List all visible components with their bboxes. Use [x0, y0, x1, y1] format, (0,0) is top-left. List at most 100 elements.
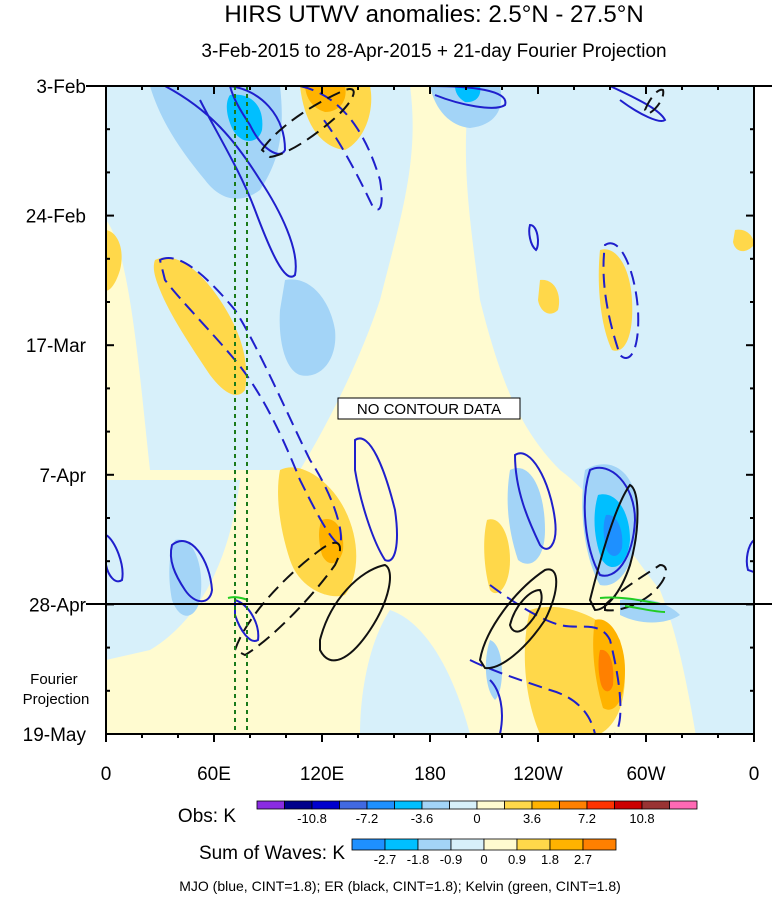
anomaly-field-blue	[169, 539, 202, 616]
x-tick-label: 0	[101, 764, 112, 785]
anomaly-field-yellow	[484, 519, 510, 594]
y-tick-label: 7-Apr	[40, 466, 87, 487]
mjo-dashed-contour	[489, 584, 622, 734]
colorbar-swatch	[504, 800, 533, 810]
colorbar-swatch	[384, 838, 419, 851]
colorbar-tick-label: -3.6	[411, 811, 433, 826]
colorbar-swatch	[351, 838, 386, 851]
er-dashed-contour	[260, 88, 355, 159]
x-tick-label: 180	[414, 764, 446, 785]
colorbar-swatch	[311, 800, 340, 810]
obs-colorbar-label: Obs: K	[178, 806, 236, 827]
colorbar-tick-label: -10.8	[297, 811, 327, 826]
anomaly-field-orange	[319, 519, 344, 564]
colorbar-tick-label: 10.8	[629, 811, 654, 826]
colorbar-tick-label: -1.8	[407, 852, 429, 867]
colorbar-tick-label: 0	[480, 852, 487, 867]
colorbar-swatch	[586, 800, 615, 810]
colorbar-swatch	[582, 838, 617, 851]
mjo-contour	[528, 223, 539, 252]
y-tick-label: 24-Feb	[26, 207, 86, 228]
chart-subtitle: 3-Feb-2015 to 28-Apr-2015 + 21-day Fouri…	[201, 41, 666, 62]
x-tick-label: 60W	[626, 764, 665, 785]
colorbar-tick-label: 1.8	[541, 852, 559, 867]
anomaly-field-mid-blue	[455, 86, 481, 103]
mjo-dashed-contour	[602, 242, 640, 359]
colorbar-tick-label: -2.7	[374, 852, 396, 867]
anomaly-field-blue	[279, 279, 336, 376]
anomaly-field-blue	[430, 86, 502, 128]
colorbar-swatch	[256, 800, 285, 810]
projection-label-line: Fourier	[30, 671, 78, 688]
colorbar-swatch	[641, 800, 670, 810]
er-dashed-contour	[604, 563, 667, 612]
y-tick-label: 28-Apr	[29, 595, 87, 616]
x-tick-label: 0	[749, 764, 760, 785]
colorbar-swatch	[366, 800, 395, 810]
colorbar-swatch	[417, 838, 452, 851]
mjo-contour	[429, 86, 507, 109]
mjo-contour	[609, 86, 667, 122]
colorbar-swatch	[516, 838, 551, 851]
colorbar-tick-label: -7.2	[356, 811, 378, 826]
mjo-contour	[583, 467, 637, 577]
x-tick-label: 120W	[513, 764, 563, 785]
anomaly-field-yellow	[278, 467, 357, 597]
colorbar-tick-label: 7.2	[578, 811, 596, 826]
anomaly-field-yellow	[106, 230, 122, 291]
anomaly-field-light-blue	[360, 610, 470, 734]
y-tick-label: 19-May	[23, 725, 87, 746]
er-contour	[319, 563, 391, 662]
plot-area	[106, 86, 754, 734]
waves-colorbar-label: Sum of Waves: K	[199, 843, 345, 864]
projection-label: Fourier Projection	[23, 671, 90, 708]
mjo-contour	[354, 437, 398, 562]
no-contour-data-label: NO CONTOUR DATA	[357, 401, 501, 418]
colorbar-swatch	[476, 800, 505, 810]
obs-colorbar: -10.8 -7.2 -3.6 0 3.6 7.2 10.8	[256, 800, 698, 826]
mjo-contour	[229, 86, 287, 155]
x-tick-label: 120E	[300, 764, 344, 785]
footer-note: MJO (blue, CINT=1.8); ER (black, CINT=1.…	[179, 878, 621, 894]
colorbar-swatch	[483, 838, 518, 851]
colorbar-tick-label: -0.9	[440, 852, 462, 867]
y-tick-label: 3-Feb	[36, 77, 86, 98]
chart-title: HIRS UTWV anomalies: 2.5°N - 27.5°N	[224, 1, 643, 28]
mjo-contour	[169, 540, 214, 603]
colorbar-tick-label: 0	[473, 811, 480, 826]
colorbar-swatch	[559, 800, 588, 810]
er-dashed-contour	[643, 88, 665, 116]
no-contour-data-box: NO CONTOUR DATA	[337, 397, 521, 420]
colorbar-swatch	[614, 800, 643, 810]
x-tick-label: 60E	[197, 764, 231, 785]
y-axis: 3-Feb 24-Feb 17-Mar 7-Apr 28-Apr 19-May	[23, 77, 754, 746]
anomaly-field-yellow	[598, 249, 633, 351]
anomaly-field-mid-blue	[603, 514, 623, 556]
er-contour	[478, 568, 558, 670]
mjo-contour	[106, 534, 124, 583]
projection-label-line: Projection	[23, 691, 90, 708]
mjo-contour	[164, 86, 297, 278]
y-tick-label: 17-Mar	[26, 336, 87, 357]
er-contour	[508, 588, 543, 633]
waves-colorbar: -2.7 -1.8 -0.9 0 0.9 1.8 2.7	[351, 838, 617, 867]
x-axis: 0 60E 120E 180 120W 60W 0	[101, 86, 760, 785]
anomaly-field-yellow	[733, 229, 754, 252]
reference-meridians	[234, 86, 248, 734]
anomaly-field-light-blue	[106, 86, 413, 470]
mjo-contour	[745, 539, 754, 573]
colorbar-swatch	[669, 800, 698, 810]
mjo-contours	[106, 86, 754, 734]
anomaly-field-orange	[598, 649, 614, 692]
colorbar-swatch	[284, 800, 313, 810]
colorbar-swatch	[421, 800, 450, 810]
colorbar-swatch	[531, 800, 560, 810]
colorbar-tick-label: 0.9	[508, 852, 526, 867]
colorbar-swatch	[394, 800, 423, 810]
anomaly-field-yellow	[538, 279, 560, 314]
mjo-dashed-contour	[299, 86, 383, 211]
mjo-contour	[489, 679, 503, 734]
colorbar-swatch	[339, 800, 368, 810]
colorbar-swatch	[549, 838, 584, 851]
